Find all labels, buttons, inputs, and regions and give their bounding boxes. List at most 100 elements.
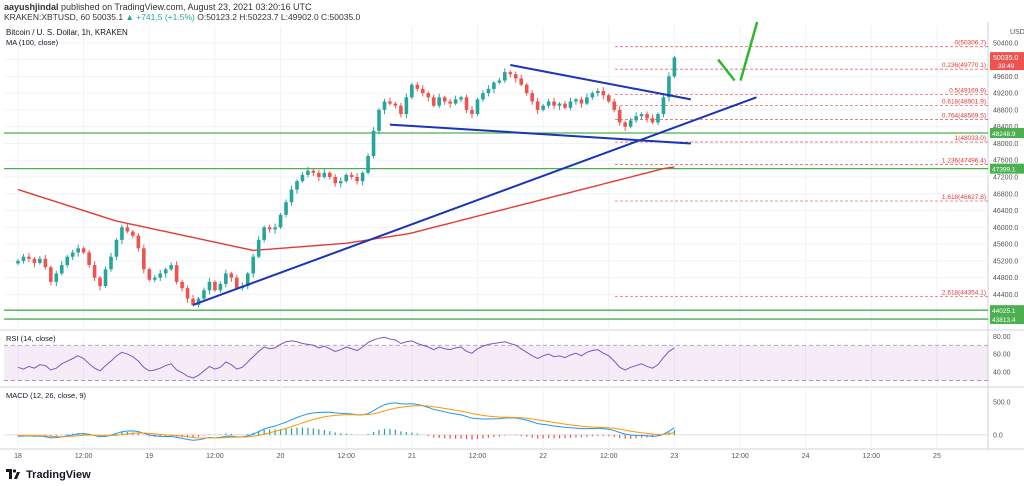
ma-legend-label: MA (100, close) — [6, 38, 59, 47]
time-axis-tick: 18 — [14, 453, 22, 460]
price-chart-title: Bitcoin / U. S. Dollar, 1h, KRAKEN — [6, 28, 128, 37]
candle-body — [245, 273, 250, 287]
time-axis-tick: 12:00 — [75, 453, 93, 460]
time-axis-tick: 12:00 — [469, 453, 487, 460]
level-axis-tag — [990, 305, 1024, 316]
candle-body — [497, 80, 502, 83]
price-axis-tick: 47600.0 — [993, 158, 1018, 165]
candle-body — [377, 109, 381, 131]
candle-body — [639, 114, 644, 117]
candle-body — [54, 273, 59, 282]
candle-body — [448, 101, 452, 104]
candle-body — [393, 103, 398, 106]
candle-body — [667, 76, 671, 98]
candle-body — [399, 105, 403, 115]
fib-level-label: 2.618(44354.1) — [942, 289, 986, 296]
candle-body — [27, 256, 31, 259]
price-axis-tick: 46400.0 — [993, 208, 1018, 215]
time-axis-tick: 25 — [933, 453, 941, 460]
fib-level-label: 0(50306.7) — [955, 40, 986, 47]
candle-body — [109, 256, 113, 270]
time-axis-tick: 12:00 — [600, 453, 618, 460]
candle-body — [426, 93, 431, 98]
currency-label: USD — [1010, 29, 1024, 36]
candle-body — [355, 177, 359, 182]
author-name[interactable]: aayushjindal — [4, 2, 59, 12]
candle-body — [213, 281, 217, 291]
quote-line: KRAKEN:XBTUSD, 60 50035.1 ▲ +741.5 (+1.5… — [4, 12, 360, 22]
published-text: published on TradingView.com, August 23,… — [61, 2, 312, 12]
candle-body — [333, 177, 338, 184]
candle-body — [574, 99, 578, 102]
candle-body — [262, 227, 266, 240]
rsi-title: RSI (14, close) — [6, 334, 56, 343]
rsi-pane — [4, 332, 988, 385]
candle-body — [207, 281, 212, 291]
candle-body — [256, 239, 261, 257]
tradingview-logo-text: TradingView — [26, 469, 91, 481]
candle-body — [634, 116, 638, 121]
candle-body — [541, 105, 545, 110]
macd-signal-line — [17, 405, 675, 439]
candle-body — [289, 189, 294, 203]
publish-line: aayushjindal published on TradingView.co… — [4, 2, 312, 12]
candle-body — [519, 78, 524, 85]
candle-body — [623, 122, 627, 127]
symbol-label: KRAKEN:XBTUSD, 60 — [4, 12, 90, 22]
fib-level-label: 1(48033.0) — [955, 135, 986, 142]
candle-body — [311, 170, 316, 173]
macd-title: MACD (12, 26, close, 9) — [6, 391, 87, 400]
candle-body — [503, 72, 507, 81]
candle-body — [322, 172, 327, 177]
candle-body — [295, 181, 299, 190]
candle-body — [590, 93, 595, 98]
candle-body — [59, 265, 64, 274]
time-axis-tick: 21 — [408, 453, 416, 460]
price-axis-tick: 47200.0 — [993, 175, 1018, 182]
trendline-triangle-upper — [510, 64, 691, 101]
candle-body — [49, 267, 53, 282]
price-axis-tick: 48000.0 — [993, 141, 1018, 148]
candle-body — [142, 248, 146, 270]
candle-body — [103, 269, 108, 287]
candle-body — [180, 281, 184, 289]
candle-body — [344, 174, 348, 182]
current-price-label: 50035.0 — [993, 55, 1018, 62]
candle-body — [431, 97, 436, 106]
candle-body — [224, 273, 228, 284]
time-axis-tick: 12:00 — [863, 453, 881, 460]
candle-body — [278, 214, 283, 228]
rsi-axis-tick: 40.00 — [993, 369, 1011, 376]
candle-body — [81, 248, 86, 253]
candle-body — [306, 170, 310, 175]
candle-body — [251, 256, 256, 274]
price-axis-tick: 48800.0 — [993, 107, 1018, 114]
chart-canvas[interactable]: 44400.0 44800.0 45200.0 45600.0 46000.0 46400… — [0, 22, 1024, 466]
price-axis-tick: 50400.0 — [993, 40, 1018, 47]
candle-body — [267, 227, 272, 230]
tradingview-logo[interactable]: TradingView — [6, 469, 91, 481]
candle-body — [131, 231, 135, 236]
candle-body — [552, 101, 556, 106]
candle-body — [136, 235, 141, 249]
candle-body — [191, 298, 195, 305]
tradingview-logo-icon — [6, 469, 20, 479]
time-axis-tick: 23 — [671, 453, 679, 460]
candle-body — [530, 93, 534, 102]
current-price-tag — [990, 52, 1024, 71]
candle-body — [32, 258, 37, 263]
level-axis-label: 47399.1 — [992, 167, 1016, 174]
candle-body — [229, 273, 234, 278]
price-axis-tick: 49600.0 — [993, 74, 1018, 81]
candle-body — [273, 227, 277, 230]
rsi-line — [17, 336, 675, 379]
trendline-triangle-lower — [389, 123, 691, 145]
candle-body — [169, 265, 173, 270]
candle-body — [585, 97, 589, 104]
candle-body — [579, 99, 584, 104]
candle-body — [442, 97, 447, 102]
candle-body — [43, 258, 48, 268]
candle-body — [338, 181, 343, 184]
candle-body — [388, 101, 392, 104]
candle-body — [382, 101, 387, 110]
